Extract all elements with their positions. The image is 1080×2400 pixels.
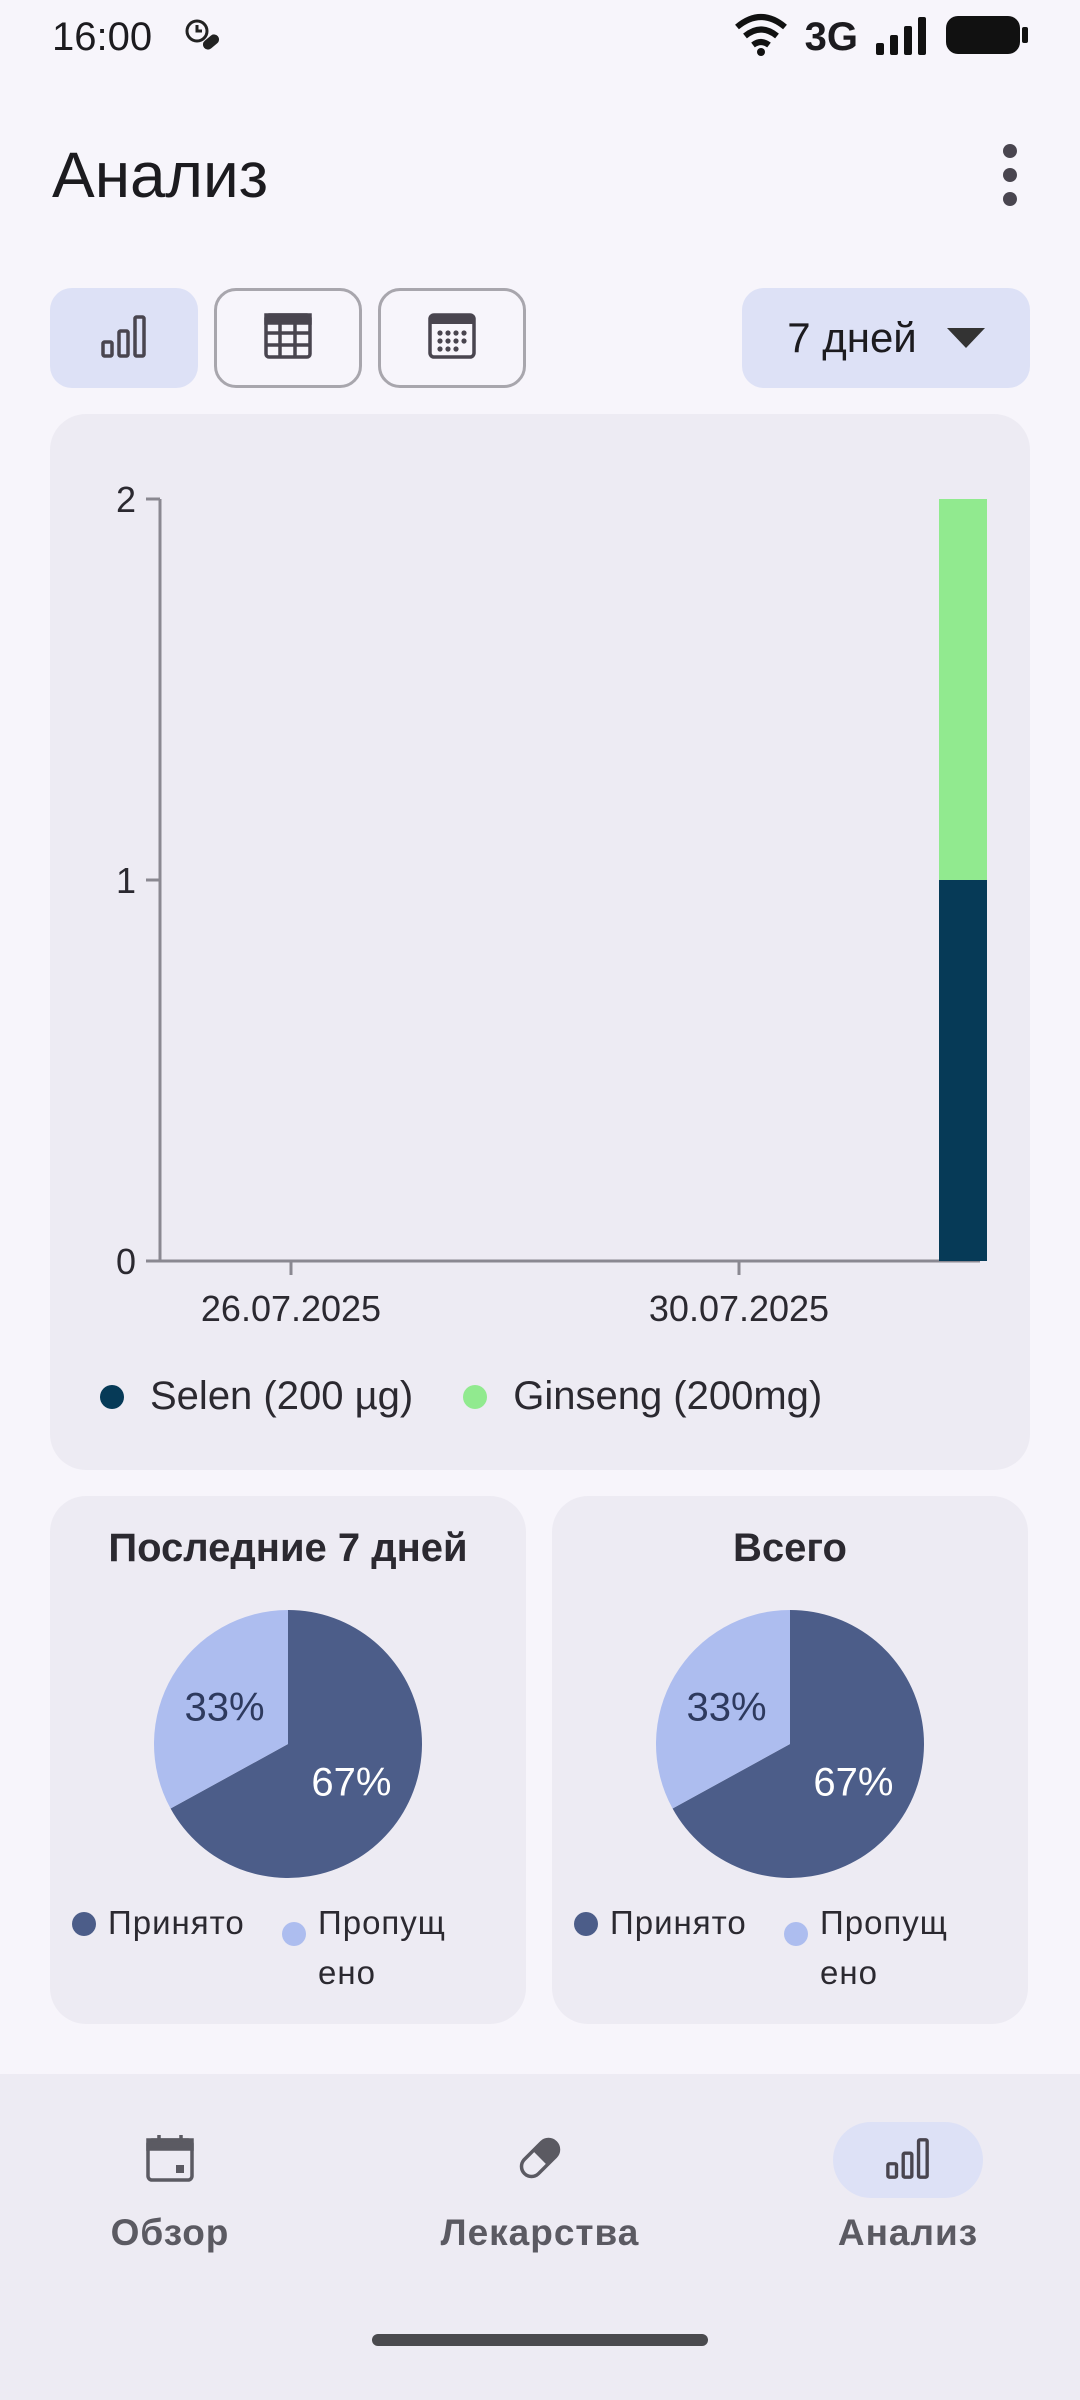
network-type: 3G: [804, 14, 858, 59]
pie-card-total: Всего 67% 33% Принято Пропущено: [552, 1496, 1028, 2024]
bottom-navigation: Обзор Лекарства: [0, 2074, 1080, 2400]
wifi-icon: [733, 13, 789, 62]
pie-title: Последние 7 дней: [108, 1526, 468, 1570]
time-range-label: 7 дней: [787, 314, 917, 361]
pie-card-last-7-days: Последние 7 дней 67% 33% Принято Пропущен…: [50, 1496, 526, 2024]
pie-slice-missed: [656, 1610, 790, 1809]
nav-item-overview[interactable]: Обзор: [40, 2122, 300, 2262]
pill-icon: [512, 2130, 568, 2191]
more-options-button[interactable]: [980, 135, 1040, 215]
calendar-icon: [144, 2132, 196, 2189]
calendar-grid-icon: [427, 311, 477, 366]
x-tick-label: 30.07.2025: [649, 1288, 829, 1329]
nav-item-medications[interactable]: Лекарства: [410, 2122, 670, 2262]
time-range-dropdown[interactable]: 7 дней: [742, 288, 1030, 388]
legend-swatch: [100, 1384, 124, 1409]
legend-label: Принято: [108, 1904, 245, 1941]
legend-label: Пропущено: [318, 1904, 446, 1991]
dropdown-arrow-icon: [946, 328, 985, 348]
legend-label: Пропущено: [820, 1904, 948, 1991]
y-tick-label: 1: [116, 860, 136, 901]
legend-swatch: [72, 1912, 96, 1936]
legend-swatch: [784, 1922, 808, 1946]
pie-slice-label: 67%: [813, 1761, 893, 1805]
y-tick-label: 2: [116, 479, 136, 520]
nav-icon-container: [95, 2122, 245, 2198]
alarm-pill-icon: [182, 15, 222, 60]
pie-chart: 67% 33%: [154, 1610, 422, 1878]
bar-segment-ginseng: [939, 499, 987, 880]
nav-icon-container: [465, 2122, 615, 2198]
legend-swatch: [282, 1922, 306, 1946]
bar-chart-icon: [885, 2135, 931, 2186]
legend-label: Selen (200 µg): [150, 1374, 414, 1418]
chart-legend: Selen (200 µg) Ginseng (200mg): [100, 1374, 822, 1419]
pie-slice-label: 67%: [311, 1761, 391, 1805]
x-tick-label: 26.07.2025: [201, 1288, 381, 1329]
battery-icon: [944, 14, 1030, 61]
pie-chart: 67% 33%: [656, 1610, 924, 1878]
legend-item-ginseng: Ginseng (200mg): [463, 1374, 822, 1419]
page-title: Анализ: [52, 139, 269, 211]
stacked-bar-chart: 0 1 2 26.07.2025 30.07.2025: [116, 479, 987, 1329]
bar-segment-selen: [939, 880, 987, 1261]
home-indicator[interactable]: [372, 2334, 708, 2346]
nav-item-analysis[interactable]: Анализ: [778, 2122, 1038, 2262]
app-bar: Анализ: [0, 120, 1080, 230]
pie-slice-taken: [672, 1610, 924, 1878]
pie-slice-label: 33%: [185, 1685, 265, 1729]
y-tick-label: 0: [116, 1241, 136, 1282]
pie-legend-taken: Принято: [72, 1898, 282, 1998]
legend-label: Ginseng (200mg): [513, 1374, 823, 1418]
pie-slice-taken: [170, 1610, 422, 1878]
nav-icon-container-active: [833, 2122, 983, 2198]
calendar-view-button[interactable]: [378, 288, 526, 388]
pie-legend-taken: Принято: [574, 1898, 784, 1998]
table-view-button[interactable]: [214, 288, 362, 388]
status-time: 16:00: [52, 14, 153, 59]
legend-item-selen: Selen (200 µg): [100, 1374, 413, 1419]
chart-view-button[interactable]: [50, 288, 198, 388]
signal-icon: [874, 15, 928, 60]
nav-label: Лекарства: [440, 2212, 640, 2253]
table-grid-icon: [263, 311, 313, 366]
pie-legend-missed: Пропущено: [784, 1898, 954, 1998]
legend-label: Принято: [610, 1904, 747, 1941]
bar-chart-icon: [100, 312, 148, 365]
more-vert-icon: [1003, 144, 1017, 206]
legend-swatch: [574, 1912, 598, 1936]
bar-chart-card: 0 1 2 26.07.2025 30.07.2025 Selen (200 µg) G…: [50, 414, 1030, 1470]
legend-swatch: [463, 1384, 488, 1409]
pie-slice-missed: [154, 1610, 288, 1809]
status-right: 3G: [733, 13, 1030, 62]
pie-legend: Принято Пропущено: [72, 1898, 512, 1998]
status-left: 16:00: [52, 15, 222, 60]
pie-legend-missed: Пропущено: [282, 1898, 452, 1998]
pie-title: Всего: [733, 1526, 847, 1570]
nav-label: Обзор: [110, 2212, 230, 2253]
pie-legend: Принято Пропущено: [574, 1898, 1014, 1998]
analysis-toolbar: 7 дней: [50, 288, 1030, 388]
pie-slice-label: 33%: [687, 1685, 767, 1729]
status-bar: 16:00 3G: [0, 0, 1080, 74]
nav-label: Анализ: [837, 2212, 979, 2253]
